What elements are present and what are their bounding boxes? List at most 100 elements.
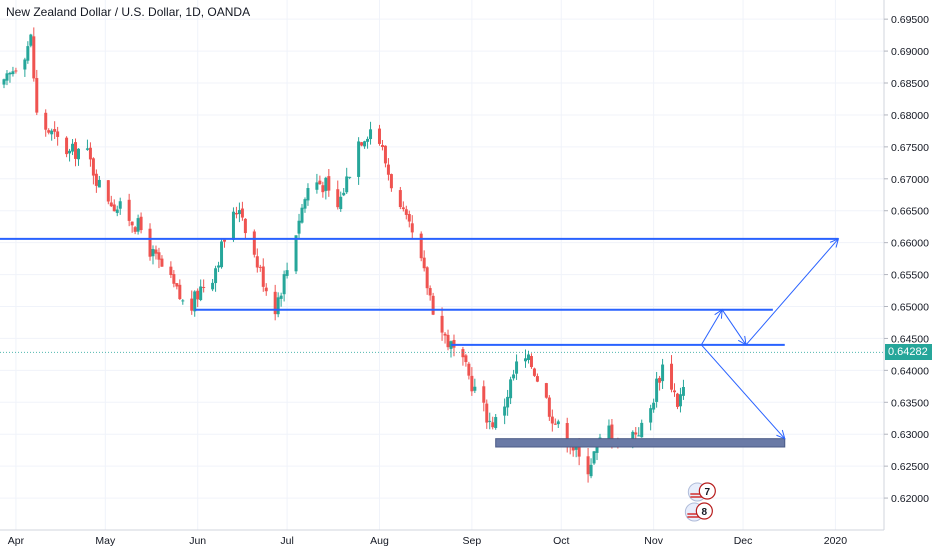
- event-badges[interactable]: 78: [684, 482, 716, 522]
- candle-body: [574, 447, 578, 450]
- projection-arrow-line[interactable]: [745, 238, 839, 346]
- candle-body: [670, 363, 674, 390]
- candle-body: [264, 287, 268, 292]
- candle-body: [595, 442, 599, 453]
- time-axis[interactable]: Apr May Jun Jul Aug Sep Oct Nov Dec 2020: [8, 535, 848, 547]
- candlestick-series: [2, 27, 685, 483]
- candle-body: [202, 286, 206, 288]
- support-zone-rectangle[interactable]: [495, 438, 786, 448]
- candle-body: [217, 265, 221, 268]
- candle-body: [544, 383, 548, 398]
- candle-body: [357, 141, 361, 177]
- projection-arrow-line[interactable]: [700, 344, 786, 440]
- price-tick-label: 0.69000: [891, 46, 929, 58]
- candle-body: [461, 349, 465, 358]
- candle-body: [199, 286, 203, 300]
- candle-body: [339, 196, 343, 210]
- candle-body: [383, 145, 387, 164]
- candle-body: [261, 266, 265, 287]
- candle-body: [366, 138, 370, 142]
- candle-body: [675, 393, 679, 407]
- price-tick-label: 0.69500: [891, 14, 929, 26]
- candle-body: [386, 164, 390, 175]
- candle-body: [97, 179, 101, 188]
- candle-body: [273, 291, 277, 315]
- candle-body: [473, 386, 477, 391]
- candle-body: [65, 137, 69, 155]
- candle-body: [634, 432, 638, 435]
- candle-body: [88, 147, 92, 160]
- price-tick-label: 0.66000: [891, 238, 929, 250]
- candle-body: [369, 129, 373, 140]
- candle-body: [658, 377, 662, 383]
- event-count-label: 7: [705, 487, 711, 498]
- candle-body: [14, 70, 18, 72]
- candle-body: [673, 390, 676, 393]
- projection-arrow-line[interactable]: [700, 309, 723, 346]
- projection-arrow-line[interactable]: [721, 309, 747, 346]
- candle-body: [506, 396, 510, 408]
- candle-body: [515, 361, 519, 374]
- candle-body: [547, 397, 551, 417]
- price-tick-label: 0.67000: [891, 174, 929, 186]
- candle-body: [556, 421, 560, 425]
- candle-body: [240, 208, 244, 218]
- candle-body: [94, 173, 98, 186]
- price-tick-label: 0.63500: [891, 397, 929, 409]
- candle-body: [26, 46, 30, 61]
- candle-body: [193, 291, 197, 312]
- price-tick-label: 0.68000: [891, 110, 929, 122]
- candle-body: [252, 231, 256, 255]
- candle-body: [85, 148, 89, 150]
- candle-body: [8, 72, 12, 75]
- price-tick-label: 0.62500: [891, 461, 929, 473]
- time-tick-label: 2020: [824, 535, 848, 547]
- candle-body: [592, 451, 596, 464]
- candle-body: [681, 386, 685, 396]
- price-tick-label: 0.67500: [891, 142, 929, 154]
- candle-body: [422, 257, 426, 269]
- candle-body: [610, 424, 614, 441]
- candle-body: [157, 252, 161, 260]
- candle-body: [512, 374, 516, 379]
- candle-body: [71, 143, 75, 152]
- candle-body: [11, 71, 15, 75]
- candle-body: [431, 295, 435, 315]
- candle-body: [524, 358, 527, 362]
- time-tick-label: May: [95, 535, 116, 547]
- event-count-bubble[interactable]: [695, 502, 713, 520]
- candle-body: [661, 364, 665, 382]
- candle-body: [276, 297, 280, 315]
- time-tick-label: Jul: [280, 535, 293, 547]
- candle-body: [297, 220, 301, 234]
- candle-body: [327, 176, 331, 191]
- candle-body: [106, 180, 110, 202]
- price-axis[interactable]: 0.69500 0.69000 0.68500 0.68000 0.67500 0.670…: [884, 14, 929, 505]
- candle-body: [68, 150, 72, 154]
- candle-body: [360, 142, 364, 146]
- candle-body: [127, 199, 131, 221]
- candle-body: [115, 209, 119, 213]
- candle-body: [190, 298, 194, 311]
- candle-body: [258, 266, 262, 268]
- candle-body: [282, 274, 286, 295]
- candle-body: [211, 282, 215, 290]
- event-count-bubble[interactable]: [698, 482, 716, 500]
- time-tick-label: Sep: [463, 535, 482, 547]
- time-tick-label: Apr: [8, 535, 25, 547]
- candle-body: [44, 112, 48, 130]
- candle-body: [35, 78, 39, 113]
- candle-body: [175, 283, 179, 287]
- price-tick-label: 0.68500: [891, 78, 929, 90]
- candle-body: [509, 379, 513, 399]
- candle-body: [550, 416, 554, 424]
- last-price-label: 0.64282: [885, 344, 932, 361]
- candle-body: [464, 355, 468, 363]
- drawings-layer[interactable]: [0, 237, 884, 448]
- candle-body: [23, 59, 27, 70]
- candle-body: [345, 176, 349, 193]
- candle-body: [485, 403, 489, 423]
- candle-body: [482, 386, 486, 403]
- candle-body: [398, 190, 402, 208]
